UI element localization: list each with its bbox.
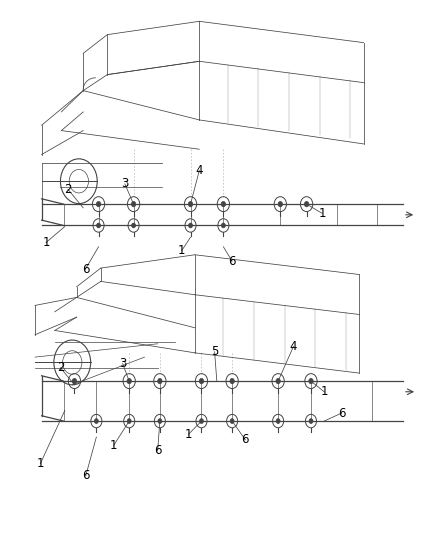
Circle shape	[309, 419, 313, 423]
Circle shape	[96, 201, 101, 207]
Text: 6: 6	[241, 433, 249, 446]
Circle shape	[278, 201, 283, 207]
Circle shape	[199, 378, 204, 384]
Circle shape	[309, 378, 313, 384]
Text: 6: 6	[81, 263, 89, 276]
Circle shape	[276, 419, 280, 423]
Text: 1: 1	[42, 236, 50, 249]
Text: 6: 6	[338, 407, 346, 419]
Text: 1: 1	[110, 439, 118, 451]
Text: 2: 2	[57, 361, 64, 374]
Circle shape	[131, 223, 136, 228]
Text: 6: 6	[228, 255, 236, 268]
Text: 4: 4	[290, 340, 297, 353]
Circle shape	[94, 419, 98, 423]
Circle shape	[96, 223, 100, 228]
Circle shape	[158, 419, 162, 423]
Circle shape	[72, 378, 77, 384]
Circle shape	[304, 201, 309, 207]
Circle shape	[221, 223, 225, 228]
Circle shape	[230, 419, 234, 423]
Text: 1: 1	[318, 207, 326, 220]
Text: 1: 1	[320, 385, 328, 398]
Circle shape	[127, 378, 131, 384]
Circle shape	[158, 378, 162, 384]
Text: 6: 6	[154, 444, 162, 457]
Text: 4: 4	[195, 164, 203, 177]
Text: 3: 3	[119, 357, 126, 370]
Text: 5: 5	[211, 345, 218, 358]
Text: 2: 2	[64, 183, 72, 196]
Circle shape	[188, 223, 193, 228]
Text: 1: 1	[184, 428, 192, 441]
Text: 1: 1	[36, 457, 44, 470]
Circle shape	[131, 201, 136, 207]
Circle shape	[127, 419, 131, 423]
Text: 6: 6	[82, 469, 90, 482]
Circle shape	[200, 419, 203, 423]
Text: 1: 1	[178, 244, 186, 257]
Text: 3: 3	[121, 177, 128, 190]
Circle shape	[221, 201, 226, 207]
Circle shape	[276, 378, 280, 384]
Circle shape	[188, 201, 193, 207]
Circle shape	[230, 378, 234, 384]
